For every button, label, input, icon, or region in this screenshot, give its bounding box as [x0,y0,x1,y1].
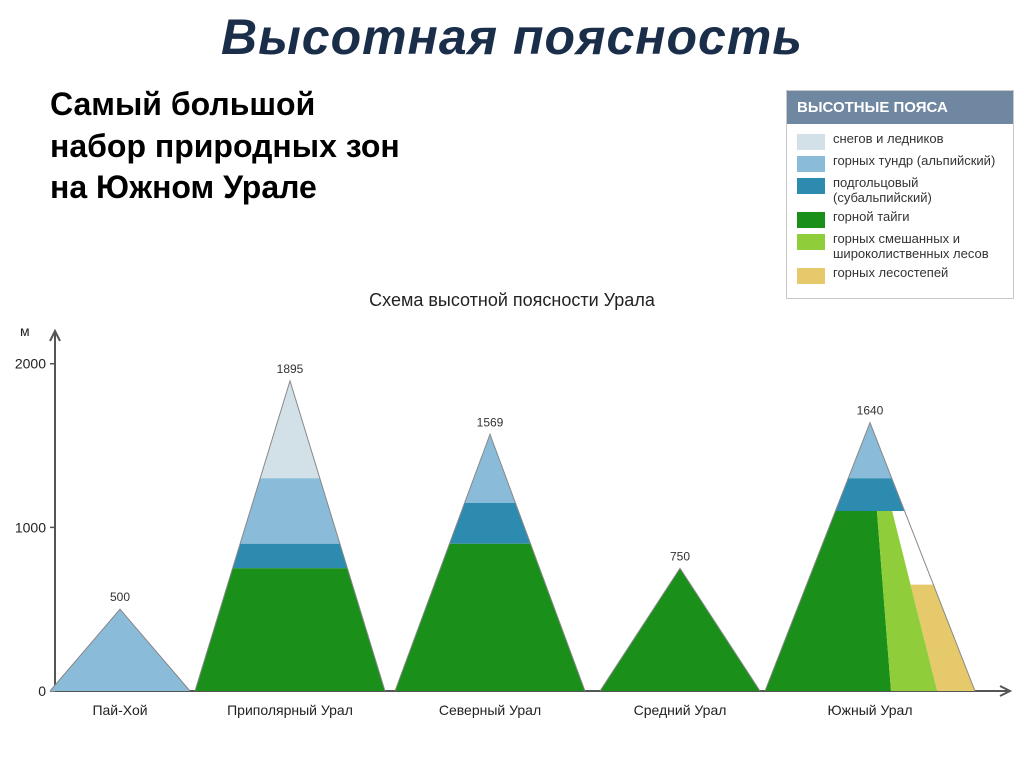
peak-label: 750 [670,549,690,563]
legend-label: снегов и ледников [833,132,1003,147]
altitudinal-chart: Схема высотной поясности Урала 0 1000 2000… [0,290,1024,760]
belt [449,503,530,544]
legend-swatch [797,234,825,250]
belt [240,478,340,543]
legend-swatch [797,212,825,228]
chart-title: Схема высотной поясности Урала [0,290,1024,311]
chart-svg: 0 1000 2000 м 500 Пай-Хой 1895 Приполярный Урал… [0,321,1024,741]
legend-row: подгольцовый (субальпийский) [797,176,1003,206]
legend-header: ВЫСОТНЫЕ ПОЯСА [787,91,1013,124]
y-tick-label: 0 [38,683,46,699]
legend-swatch [797,268,825,284]
mountain-name: Южный Урал [827,702,912,718]
belt [848,423,892,479]
mountain-name: Пай-Хой [92,702,147,718]
belt [600,568,760,691]
y-axis-label: м [20,323,30,339]
legend-swatch [797,156,825,172]
belt [465,434,516,503]
legend-row: горных лесостепей [797,266,1003,284]
mountain-name: Северный Урал [439,702,541,718]
peak-label: 1569 [477,415,504,429]
peak-label: 1640 [857,404,884,418]
belt [395,544,585,691]
y-tick-label: 2000 [15,356,46,372]
belt [233,544,348,569]
page-title: Высотная поясность [0,0,1024,66]
legend-label: горных лесостепей [833,266,1003,281]
belt [50,609,190,691]
legend-row: снегов и ледников [797,132,1003,150]
legend-row: горных тундр (альпийский) [797,154,1003,172]
legend: ВЫСОТНЫЕ ПОЯСА снегов и ледников горных т… [786,90,1014,299]
legend-row: горных смешанных и широколиственных лесо… [797,232,1003,262]
mountain-name: Приполярный Урал [227,702,353,718]
legend-label: горной тайги [833,210,1003,225]
legend-label: подгольцовый (субальпийский) [833,176,1003,206]
y-tick-label: 1000 [15,519,46,535]
legend-label: горных тундр (альпийский) [833,154,1003,169]
legend-body: снегов и ледников горных тундр (альпийски… [787,124,1013,298]
peak-label: 500 [110,590,130,604]
belt [765,511,891,691]
belt [260,381,320,478]
legend-swatch [797,178,825,194]
peak-label: 1895 [277,362,304,376]
legend-row: горной тайги [797,210,1003,228]
legend-label: горных смешанных и широколиственных лесо… [833,232,1003,262]
belt [195,568,385,691]
legend-swatch [797,134,825,150]
mountain-name: Средний Урал [634,702,727,718]
